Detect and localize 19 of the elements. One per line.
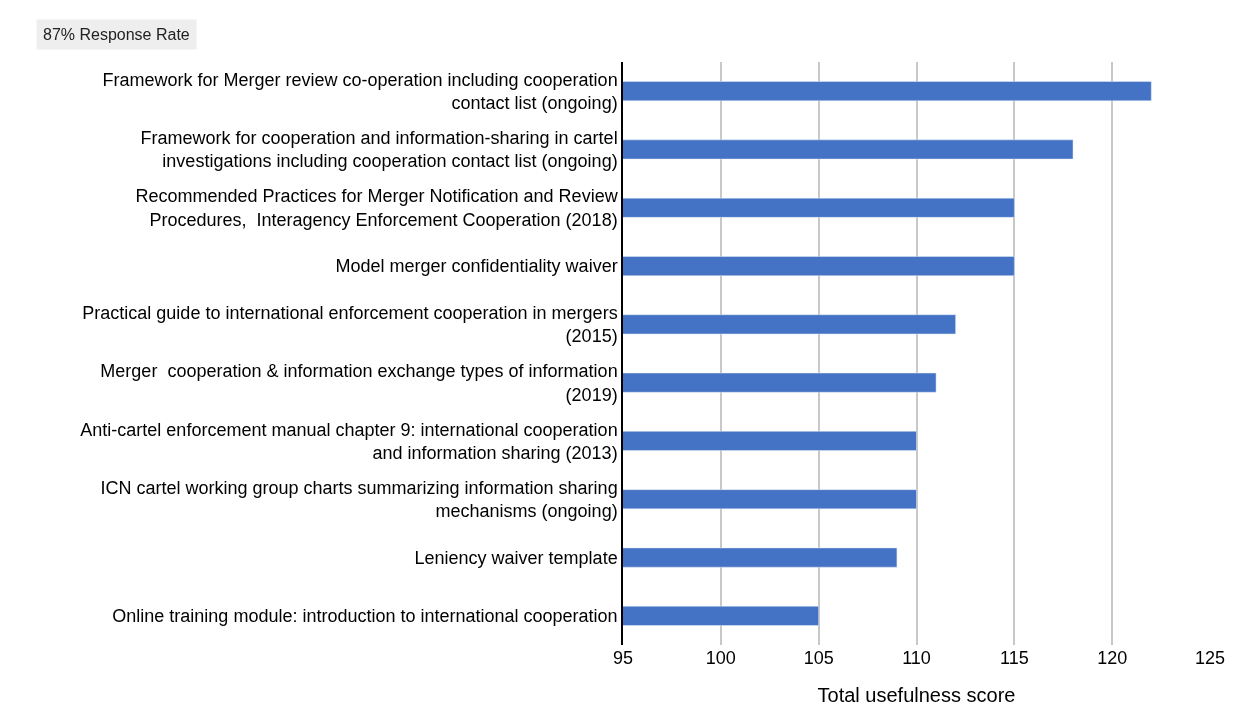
y-tick-label: Framework for cooperation and information-sharing in cartel investigations including cooperation contact list (ongoing)	[140, 128, 618, 172]
y-tick-label: Practical guide to international enforcement cooperation in mergers (2015)	[82, 302, 618, 347]
x-tick-label: 105	[803, 648, 834, 668]
y-tick-label: ICN cartel working group charts summarizing information sharing mechanisms (ongoing)	[100, 477, 618, 522]
y-tick-label: Online training module: introduction to international cooperation	[112, 606, 618, 627]
y-tick-label: Recommended Practices for Merger Notification and Review Procedures, Interagency Enforcement Cooperation (2018)	[135, 186, 619, 230]
x-tick-label: 115	[999, 648, 1029, 668]
x-tick-label: 110	[902, 648, 931, 668]
x-tick-label: 95	[612, 648, 634, 668]
x-tick-label: 120	[1097, 648, 1128, 668]
y-tick-label: Framework for Merger review co-operation including cooperation contact list (ongoing)	[102, 69, 618, 114]
x-tick-label: 125	[1194, 648, 1226, 668]
x-tick-label: 100	[705, 648, 736, 668]
y-tick-label: Leniency waiver template	[414, 547, 618, 568]
y-tick-label: Model merger confidentiality waiver	[335, 256, 618, 277]
x-axis-title: Total usefulness score	[817, 683, 1016, 706]
text: 87% Response Rate	[43, 26, 190, 43]
y-tick-label: Anti-cartel enforcement manual chapter 9: international cooperation and information sharing (2013)	[80, 419, 618, 463]
y-tick-label: Merger cooperation & information exchange types of information (2019)	[100, 361, 618, 405]
